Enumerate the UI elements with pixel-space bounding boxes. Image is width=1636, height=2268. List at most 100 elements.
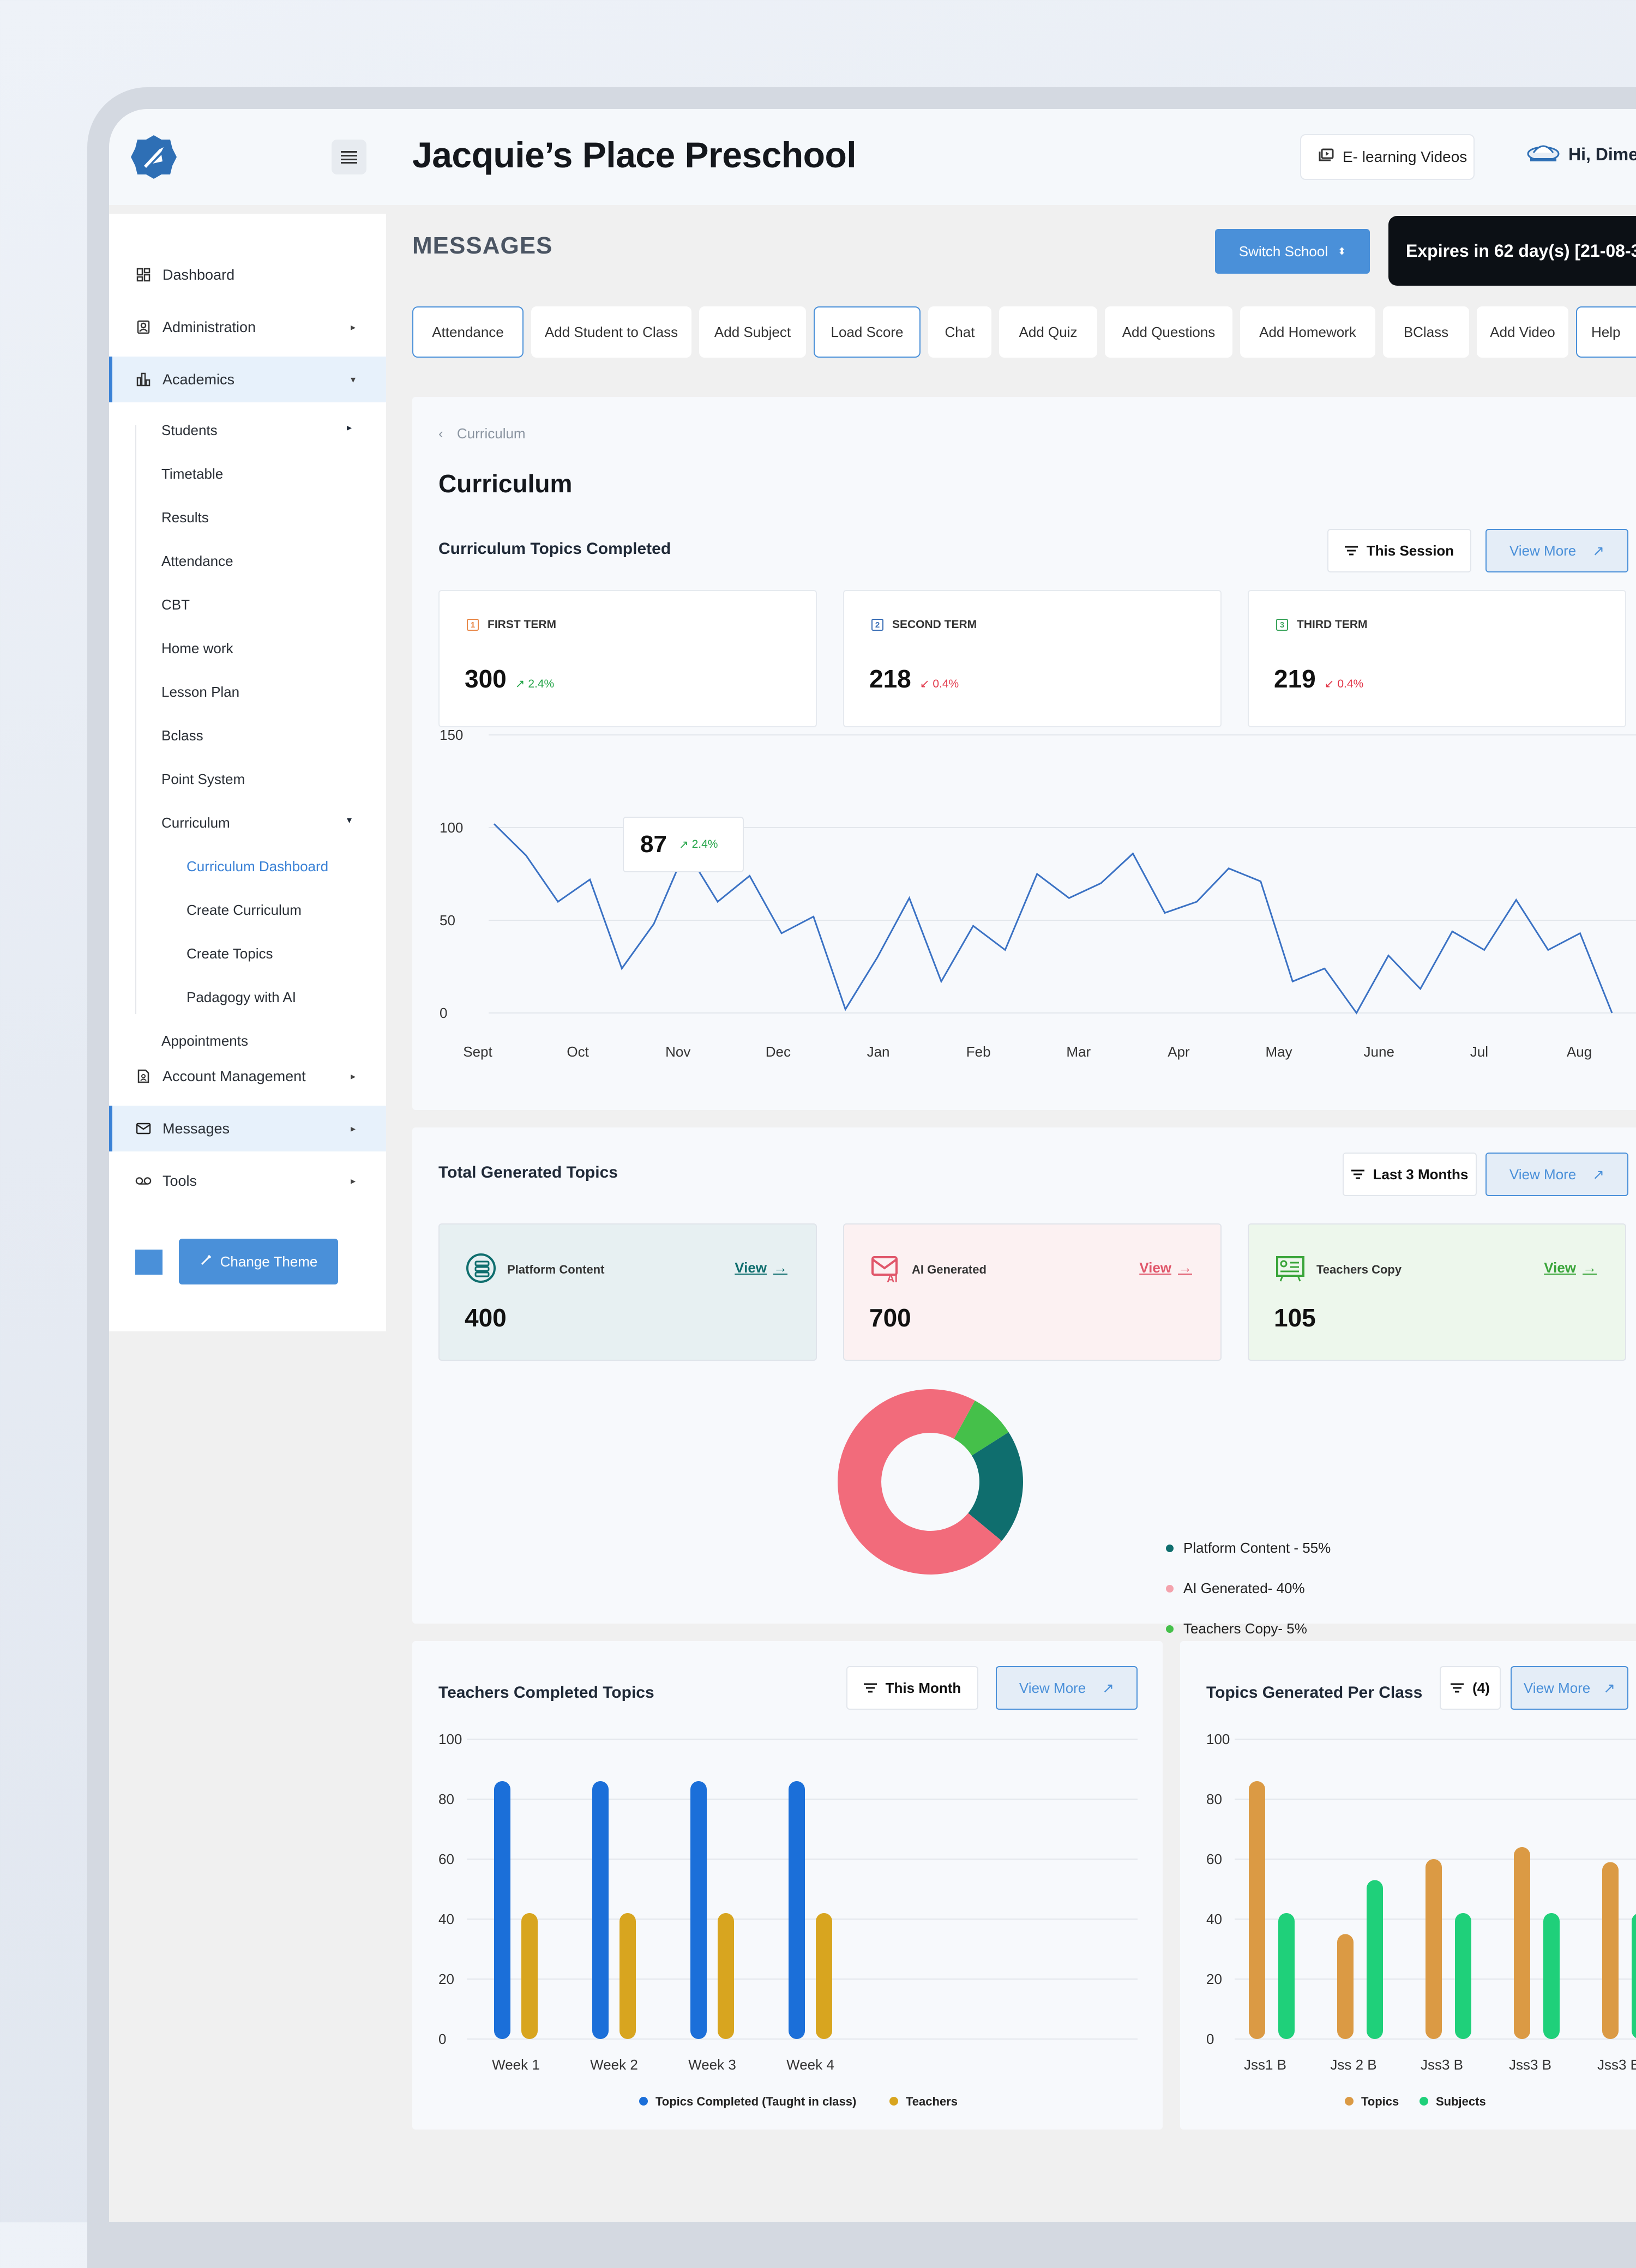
sidebar-sub-create-curriculum[interactable]: Create Curriculum (187, 902, 302, 918)
sidebar-sub-homework[interactable]: Home work (161, 640, 233, 656)
elearning-videos-button[interactable]: E- learning Videos (1300, 134, 1475, 180)
sidebar-sub-appointments[interactable]: Appointments (161, 1033, 248, 1049)
arrow-up-right-icon: ↗ (515, 678, 525, 690)
sidebar-sub-bclass[interactable]: Bclass (161, 727, 203, 744)
bar (1278, 1913, 1295, 2039)
y-tick-label: 0 (440, 1005, 447, 1021)
teachers-copy-view-link[interactable]: View → (1544, 1259, 1597, 1276)
hamburger-menu-icon[interactable] (332, 140, 366, 174)
app-screen: Jacquie’s Place Preschool E- learning Vi… (109, 109, 1636, 2222)
theme-color-swatch[interactable] (135, 1250, 163, 1275)
bar (789, 1781, 805, 2039)
filter-icon (1451, 1680, 1464, 1697)
sidebar-item-academics[interactable]: Academics ▾ (109, 357, 386, 402)
x-tick-label: Jss1 B (1244, 2056, 1286, 2073)
generated-view-more-button[interactable]: View More ↗ (1485, 1153, 1628, 1196)
sidebar-sub-curriculum[interactable]: Curriculum (161, 815, 230, 831)
ai-mail-icon: AI (870, 1253, 901, 1287)
view-link-label: View (735, 1259, 767, 1276)
caret-right-icon: ▸ (350, 1175, 356, 1186)
legend-label: Teachers Copy- 5% (1183, 1620, 1307, 1637)
curriculum-view-more-button[interactable]: View More ↗ (1485, 529, 1628, 572)
y-tick-label: 0 (438, 2031, 446, 2047)
caret-right-icon: ▸ (350, 1070, 356, 1082)
curriculum-card: ‹ Curriculum Curriculum Curriculum Topic… (412, 397, 1636, 1110)
bar (1514, 1847, 1530, 2039)
tab-add-questions[interactable]: Add Questions (1105, 306, 1232, 358)
donut-slice (968, 1432, 1023, 1541)
sidebar-item-dashboard[interactable]: Dashboard (109, 252, 386, 298)
sidebar-item-account-management[interactable]: Account Management ▸ (109, 1053, 386, 1099)
term-label: 3 THIRD TERM (1276, 618, 1368, 631)
sidebar-sub-timetable[interactable]: Timetable (161, 466, 224, 482)
class-count-filter[interactable]: (4) (1440, 1666, 1501, 1710)
last-3-months-filter[interactable]: Last 3 Months (1343, 1153, 1477, 1196)
sidebar-sub-create-topics[interactable]: Create Topics (187, 945, 273, 962)
gen-card-value: 700 (869, 1304, 911, 1332)
caret-right-icon: ▸ (350, 321, 356, 333)
x-tick-label: Mar (1066, 1043, 1091, 1060)
tab-add-video[interactable]: Add Video (1477, 306, 1568, 358)
tab-chat[interactable]: Chat (928, 306, 991, 358)
per-class-view-more-button[interactable]: View More ↗ (1511, 1666, 1628, 1710)
elearning-label: E- learning Videos (1343, 148, 1467, 165)
platform-content-view-link[interactable]: View → (735, 1259, 787, 1276)
sidebar-sub-students[interactable]: Students (161, 422, 218, 438)
sidebar-item-administration[interactable]: Administration ▸ (109, 304, 386, 350)
x-tick-label: Apr (1168, 1043, 1190, 1060)
this-session-filter[interactable]: This Session (1327, 529, 1471, 572)
mail-icon (135, 1120, 152, 1137)
x-tick-label: Week 4 (786, 2056, 834, 2073)
filter-label: This Session (1366, 542, 1454, 559)
x-tick-label: Jul (1470, 1043, 1488, 1060)
arrow-right-icon: → (773, 1259, 787, 1276)
sidebar-sub-curriculum-dashboard[interactable]: Curriculum Dashboard (187, 858, 329, 874)
x-tick-label: Jss 2 B (1330, 2056, 1376, 2073)
x-tick-label: Dec (766, 1043, 791, 1060)
term-name: FIRST TERM (488, 618, 556, 631)
y-tick-label: 150 (440, 727, 463, 743)
school-logo-icon[interactable] (131, 134, 177, 180)
teachers-view-more-button[interactable]: View More ↗ (996, 1666, 1138, 1710)
tab-add-student-to-class[interactable]: Add Student to Class (531, 306, 691, 358)
filter-label: (4) (1472, 1679, 1490, 1696)
trend-down-indicator: ↙ 0.4% (920, 677, 959, 691)
sidebar-sub-lesson-plan[interactable]: Lesson Plan (161, 684, 240, 700)
tab-attendance[interactable]: Attendance (412, 306, 524, 358)
tab-add-subject[interactable]: Add Subject (699, 306, 806, 358)
term-name: SECOND TERM (892, 618, 977, 631)
sidebar-item-label: Messages (163, 1120, 230, 1137)
legend-label: Topics Completed (Taught in class) (655, 2095, 856, 2108)
bar (816, 1913, 832, 2039)
switch-school-button[interactable]: Switch School ⬍ (1215, 229, 1370, 274)
tab-add-quiz[interactable]: Add Quiz (999, 306, 1097, 358)
this-month-filter[interactable]: This Month (846, 1666, 978, 1710)
tab-load-score[interactable]: Load Score (814, 306, 921, 358)
bar (718, 1913, 734, 2039)
sidebar-sub-padagogy-ai[interactable]: Padagogy with AI (187, 989, 296, 1005)
change-theme-button[interactable]: Change Theme (179, 1239, 338, 1284)
x-tick-label: Sept (463, 1043, 492, 1060)
tab-help[interactable]: Help (1576, 306, 1636, 358)
sidebar-sub-attendance[interactable]: Attendance (161, 553, 233, 569)
tab-add-homework[interactable]: Add Homework (1240, 306, 1375, 358)
breadcrumb[interactable]: ‹ Curriculum (438, 425, 526, 442)
administration-icon (135, 319, 152, 335)
ai-generated-view-link[interactable]: View → (1139, 1259, 1192, 1276)
ai-generated-card: AI AI Generated View → 700 (843, 1223, 1222, 1361)
sidebar: Dashboard Administration ▸ Academics ▾ S… (109, 214, 386, 1331)
user-greeting[interactable]: Hi, Dime (1527, 140, 1636, 169)
delta-value: 2.4% (691, 838, 718, 850)
filter-label: This Month (885, 1679, 961, 1696)
teachers-copy-card: Teachers Copy View → 105 (1248, 1223, 1626, 1361)
calendar-three-icon: 3 (1276, 619, 1288, 631)
sidebar-item-messages[interactable]: Messages ▸ (109, 1106, 386, 1151)
x-tick-label: Aug (1567, 1043, 1592, 1060)
sidebar-sub-point-system[interactable]: Point System (161, 771, 245, 787)
sidebar-sub-cbt[interactable]: CBT (161, 596, 190, 613)
tab-bclass[interactable]: BClass (1383, 306, 1469, 358)
academics-icon (135, 371, 152, 388)
bar (494, 1781, 510, 2039)
sidebar-item-tools[interactable]: Tools ▸ (109, 1158, 386, 1204)
sidebar-sub-results[interactable]: Results (161, 509, 209, 526)
